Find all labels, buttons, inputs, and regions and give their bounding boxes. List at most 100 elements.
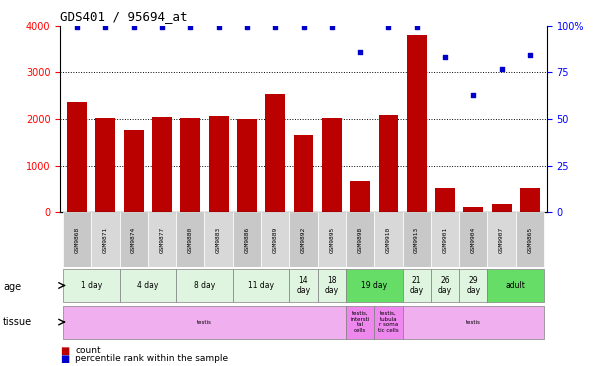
Bar (379, 115, 398, 212)
Bar (204, 212, 233, 267)
Bar (124, 130, 144, 212)
Point (383, 25, 393, 30)
Point (355, 49, 365, 55)
Text: GSM9865: GSM9865 (528, 227, 532, 253)
Bar (346, 269, 403, 302)
Text: GSM9886: GSM9886 (245, 227, 249, 253)
Bar (520, 188, 540, 212)
Bar (148, 212, 176, 267)
Text: GSM9907: GSM9907 (499, 227, 504, 253)
Text: percentile rank within the sample: percentile rank within the sample (75, 354, 228, 363)
Text: 29
day: 29 day (466, 276, 480, 295)
Bar (403, 212, 431, 267)
Bar (431, 269, 459, 302)
Bar (516, 212, 544, 267)
Bar (403, 269, 431, 302)
Bar (63, 212, 91, 267)
Bar (318, 212, 346, 267)
Bar (459, 212, 487, 267)
Text: GSM9874: GSM9874 (131, 227, 136, 253)
Text: GSM9901: GSM9901 (442, 227, 448, 253)
Text: GSM9889: GSM9889 (273, 227, 278, 253)
Text: 4 day: 4 day (137, 281, 159, 290)
Text: 8 day: 8 day (194, 281, 215, 290)
Bar (463, 207, 483, 212)
Text: GSM9904: GSM9904 (471, 227, 476, 253)
Bar (459, 269, 487, 302)
Bar (350, 182, 370, 212)
Bar (265, 94, 285, 212)
Bar (180, 119, 200, 212)
Text: ■: ■ (60, 354, 69, 364)
Text: testis,
intersti
tal
cells: testis, intersti tal cells (350, 311, 370, 333)
Point (242, 25, 252, 30)
Text: 19 day: 19 day (361, 281, 387, 290)
Text: ■: ■ (60, 346, 69, 356)
Bar (233, 269, 289, 302)
Bar (487, 212, 516, 267)
Bar (237, 119, 257, 212)
Point (469, 92, 478, 98)
Bar (91, 212, 120, 267)
Text: testis: testis (197, 320, 212, 325)
Text: 1 day: 1 day (81, 281, 102, 290)
Point (214, 25, 224, 30)
Text: 21
day: 21 day (410, 276, 424, 295)
Text: GSM9898: GSM9898 (358, 227, 362, 253)
Text: count: count (75, 346, 101, 355)
Bar (152, 117, 172, 212)
Point (72, 25, 82, 30)
Point (129, 25, 138, 30)
Point (327, 25, 337, 30)
Bar (487, 269, 544, 302)
Point (270, 25, 280, 30)
Bar (63, 269, 120, 302)
Bar (346, 306, 374, 339)
Bar (289, 212, 318, 267)
Bar (209, 116, 228, 212)
Bar (176, 269, 233, 302)
Bar (346, 212, 374, 267)
Bar (233, 212, 261, 267)
Bar (435, 188, 455, 212)
Point (157, 25, 167, 30)
Bar (374, 212, 403, 267)
Bar (67, 102, 87, 212)
Bar (261, 212, 289, 267)
Text: 11 day: 11 day (248, 281, 274, 290)
Text: age: age (3, 282, 21, 292)
Text: GSM9868: GSM9868 (75, 227, 79, 253)
Point (412, 25, 421, 30)
Point (497, 66, 507, 71)
Bar (322, 118, 342, 212)
Bar (289, 269, 318, 302)
Bar (492, 204, 511, 212)
Bar (294, 135, 313, 212)
Text: GDS401 / 95694_at: GDS401 / 95694_at (60, 10, 188, 23)
Bar (96, 119, 115, 212)
Text: tissue: tissue (3, 317, 32, 327)
Text: GSM9913: GSM9913 (414, 227, 419, 253)
Point (299, 25, 308, 30)
Point (186, 25, 195, 30)
Bar (431, 212, 459, 267)
Point (100, 25, 110, 30)
Text: GSM9895: GSM9895 (329, 227, 334, 253)
Point (440, 55, 450, 60)
Text: adult: adult (506, 281, 526, 290)
Text: testis,
tubula
r soma
tic cells: testis, tubula r soma tic cells (378, 311, 398, 333)
Text: GSM9883: GSM9883 (216, 227, 221, 253)
Text: GSM9910: GSM9910 (386, 227, 391, 253)
Bar (318, 269, 346, 302)
Bar (176, 212, 204, 267)
Text: GSM9880: GSM9880 (188, 227, 193, 253)
Bar (403, 306, 544, 339)
Text: GSM9877: GSM9877 (159, 227, 165, 253)
Text: 14
day: 14 day (296, 276, 311, 295)
Bar (407, 36, 427, 212)
Text: GSM9871: GSM9871 (103, 227, 108, 253)
Bar (120, 212, 148, 267)
Text: 18
day: 18 day (325, 276, 339, 295)
Bar (120, 269, 176, 302)
Text: testis: testis (466, 320, 481, 325)
